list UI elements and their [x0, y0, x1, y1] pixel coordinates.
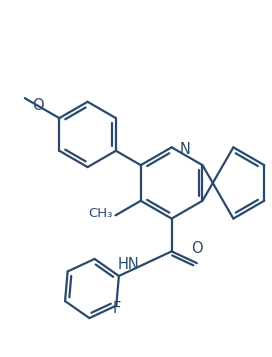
Text: F: F	[113, 301, 121, 316]
Text: HN: HN	[118, 257, 140, 272]
Text: O: O	[33, 99, 44, 114]
Text: O: O	[191, 241, 203, 256]
Text: CH₃: CH₃	[88, 207, 113, 220]
Text: N: N	[180, 142, 190, 157]
